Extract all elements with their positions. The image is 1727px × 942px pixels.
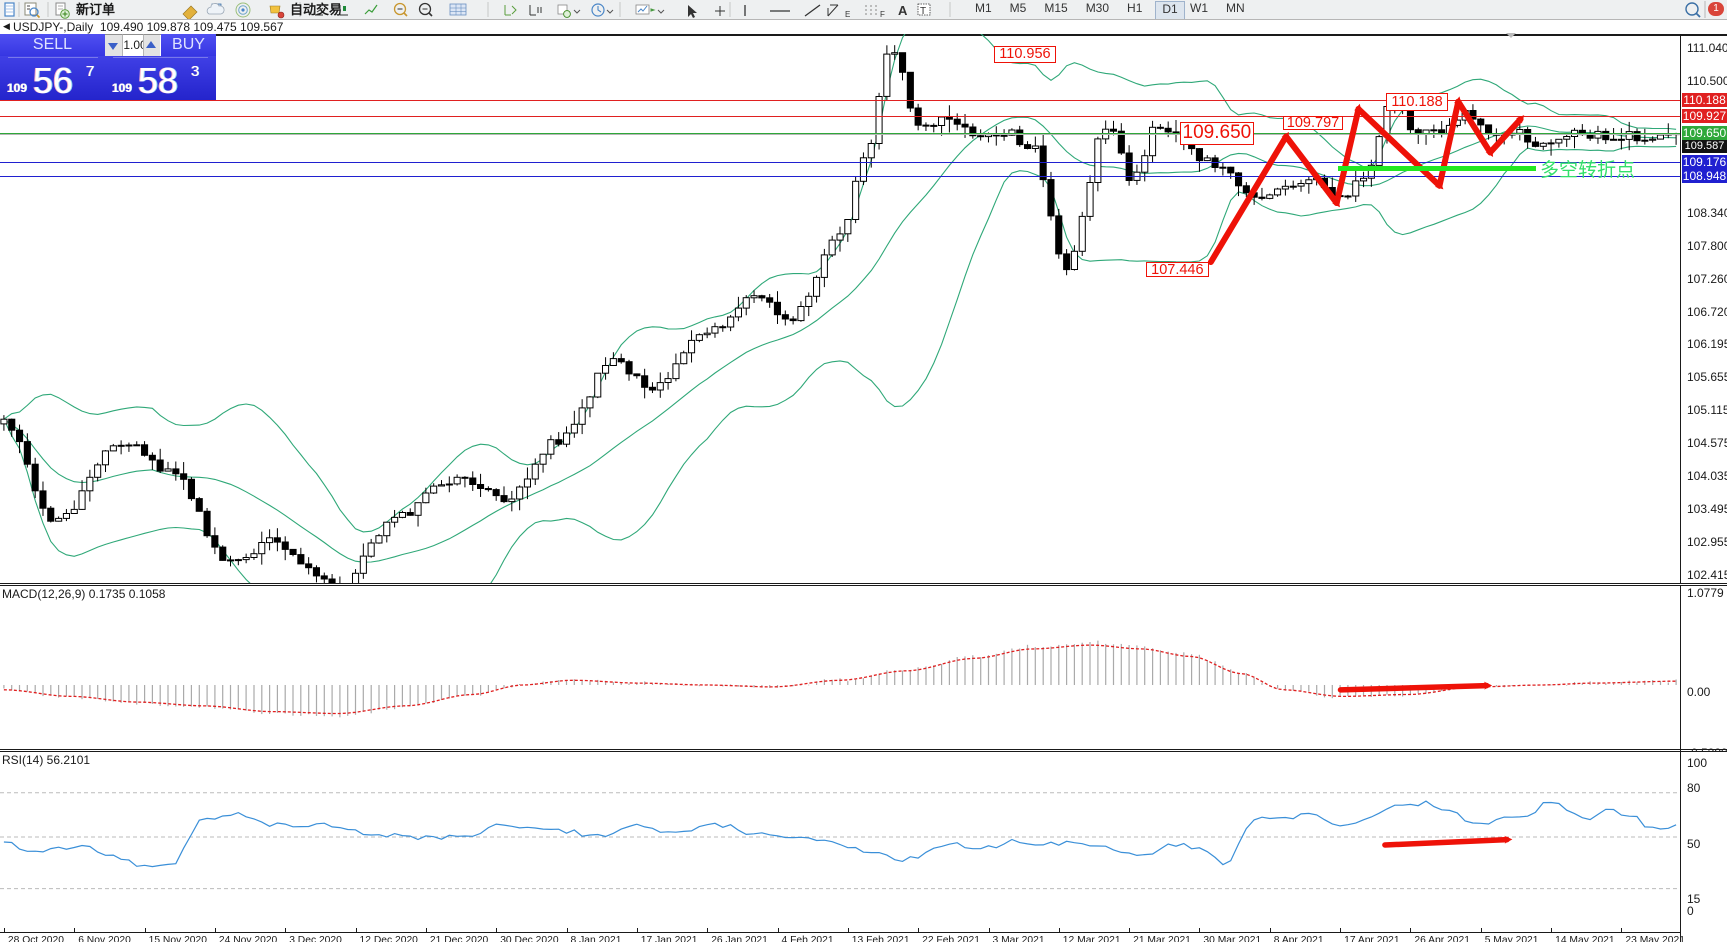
svg-text:A: A	[898, 3, 908, 18]
svg-text:E: E	[845, 10, 850, 19]
svg-text:新订单: 新订单	[76, 2, 115, 17]
svg-text:F: F	[880, 10, 885, 19]
svg-text:T: T	[920, 6, 926, 17]
